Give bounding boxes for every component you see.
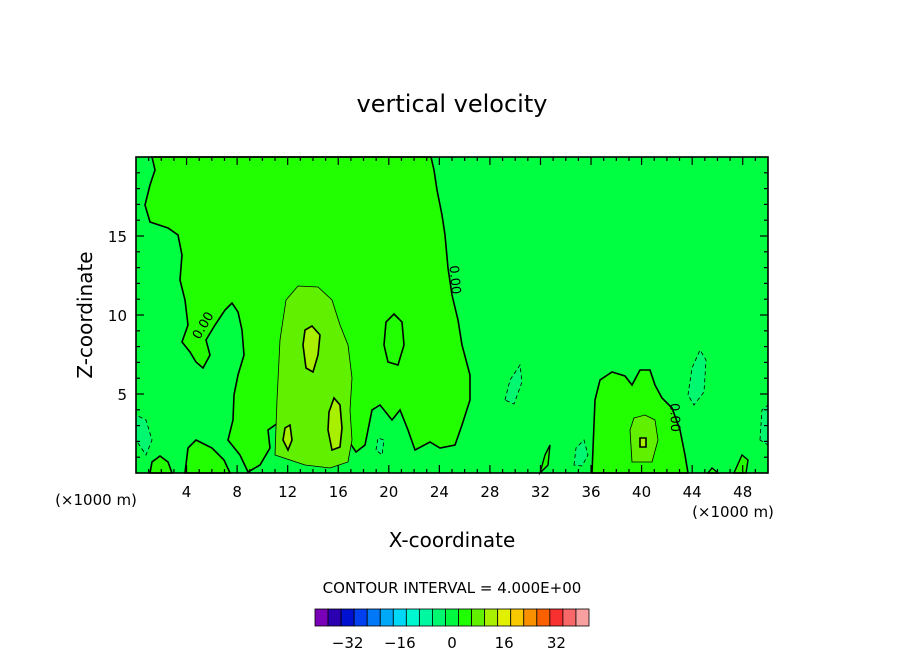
x-unit-label-left: (×1000 m) <box>55 491 137 509</box>
contour-fill-level8-b <box>327 396 343 452</box>
y-axis-title: Z-coordinate <box>73 251 97 378</box>
colorbar-swatch <box>471 608 486 627</box>
contour-neg-d <box>573 439 589 467</box>
x-tick-label: 12 <box>278 483 297 501</box>
colorbar-swatch <box>340 608 355 627</box>
x-tick-label: 24 <box>430 483 449 501</box>
contour-fill-level8-d <box>639 437 647 448</box>
colorbar-swatch <box>327 608 342 627</box>
x-tick-label: 36 <box>581 483 600 501</box>
colorbar-tick-label: 32 <box>547 634 566 652</box>
colorbar-tick-label: 16 <box>495 634 514 652</box>
x-tick-label: 32 <box>531 483 550 501</box>
x-tick-label: 28 <box>480 483 499 501</box>
contour-fill-level8-a <box>302 324 321 374</box>
contour-neg-f <box>375 437 385 456</box>
y-tick-label: 5 <box>117 386 127 404</box>
colorbar-swatch <box>314 608 329 627</box>
colorbar-swatch <box>536 608 551 627</box>
colorbar-swatch <box>353 608 368 627</box>
contour-fill-blob-20 <box>383 312 405 366</box>
colorbar-swatch <box>458 608 472 627</box>
colorbar-swatch <box>497 608 512 627</box>
contour-interval-text: CONTOUR INTERVAL = 4.000E+00 <box>323 579 582 597</box>
contour-neg-a <box>504 363 523 405</box>
colorbar-tick-label: 0 <box>447 634 457 652</box>
x-tick-label: 8 <box>232 483 242 501</box>
x-tick-label: 48 <box>733 483 752 501</box>
colorbar-tick-label: −32 <box>332 634 364 652</box>
contour-label: 0.00 <box>445 265 462 295</box>
colorbar-swatch <box>575 608 590 627</box>
colorbar-tick-label: −16 <box>384 634 416 652</box>
y-tick-label: 15 <box>108 228 127 246</box>
colorbar-swatch <box>562 608 577 627</box>
x-tick-label: 44 <box>683 483 702 501</box>
colorbar-swatch <box>510 608 525 627</box>
x-tick-label: 40 <box>632 483 651 501</box>
contour-fill-level8-c <box>282 423 293 452</box>
colorbar: −32 −16 0 16 32 <box>314 608 590 652</box>
contour-small-blob-33 <box>538 444 551 476</box>
x-tick-label: 20 <box>379 483 398 501</box>
y-tick-label: 10 <box>108 307 127 325</box>
colorbar-swatch <box>405 608 420 627</box>
x-axis-title: X-coordinate <box>389 528 516 552</box>
colorbar-swatch <box>379 608 394 627</box>
colorbar-swatch <box>418 608 433 627</box>
x-tick-label: 16 <box>329 483 348 501</box>
contour-neg-b <box>687 349 707 406</box>
x-tick-label: 4 <box>182 483 192 501</box>
colorbar-swatch <box>484 608 499 627</box>
colorbar-swatch <box>523 608 538 627</box>
plot-area <box>135 156 769 476</box>
colorbar-swatch <box>432 608 446 627</box>
colorbar-swatch <box>445 608 459 627</box>
colorbar-swatch <box>366 608 381 627</box>
colorbar-swatch <box>549 608 564 627</box>
chart-title: vertical velocity <box>357 90 548 118</box>
x-unit-label-right: (×1000 m) <box>692 503 774 521</box>
contour-label: 0.00 <box>666 403 682 432</box>
colorbar-swatch <box>392 608 407 627</box>
